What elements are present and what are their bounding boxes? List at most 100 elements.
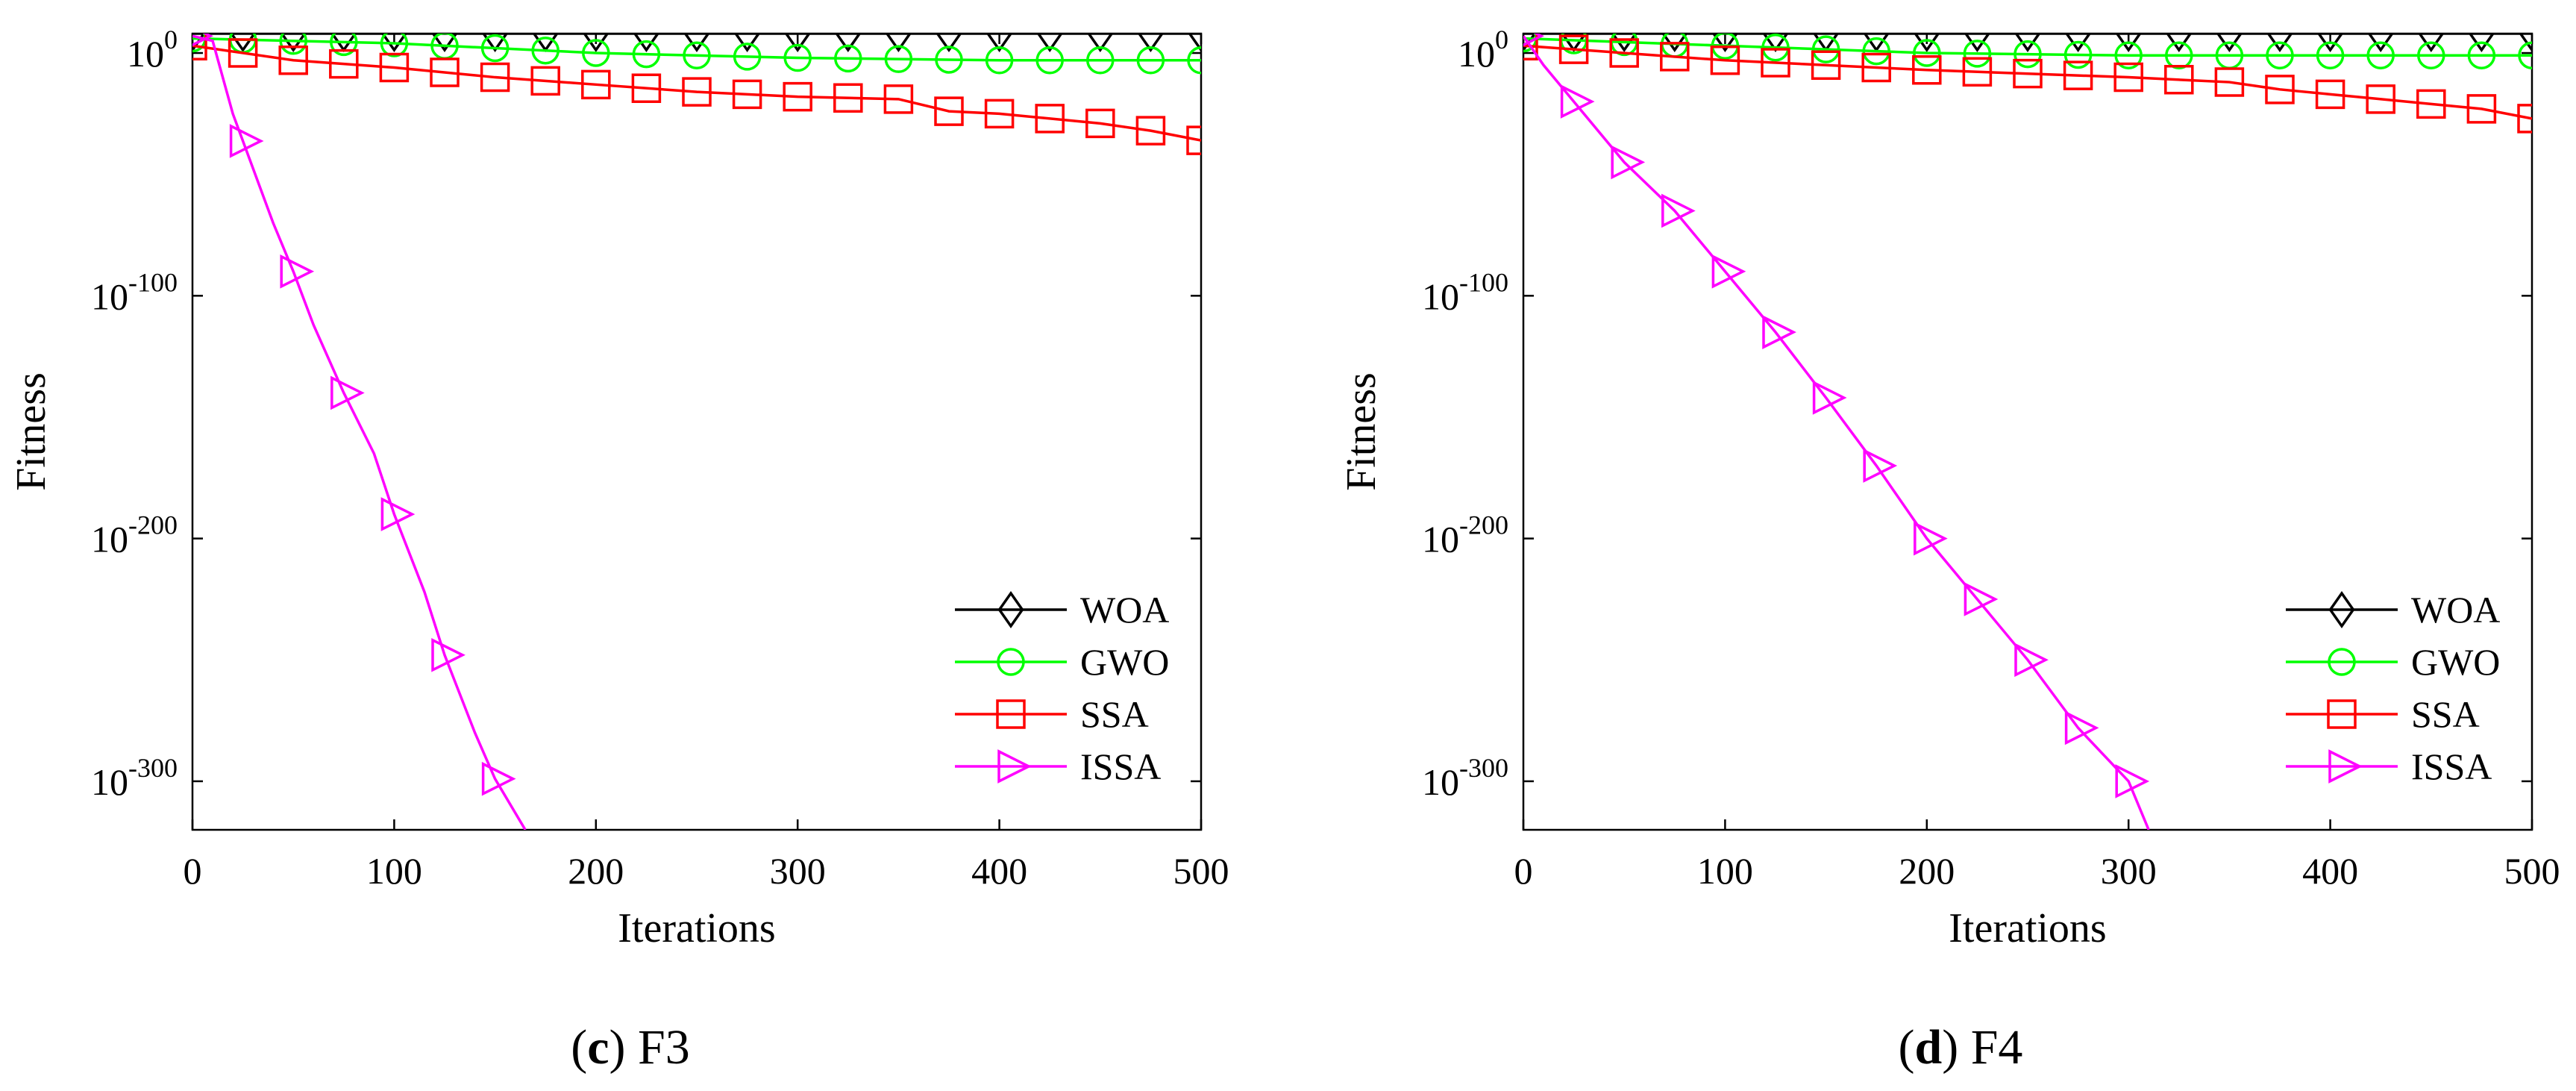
series-marker-woa <box>1711 34 1738 53</box>
plot-area-frame <box>1522 32 2533 831</box>
series-marker-gwo <box>2063 40 2093 69</box>
series-marker-ssa <box>1523 34 1538 61</box>
series-marker-woa <box>936 34 962 53</box>
series-marker-ssa <box>480 62 510 93</box>
series-marker-woa <box>1137 34 1164 53</box>
series-marker-gwo <box>2266 41 2294 70</box>
series-marker-gwo <box>935 46 963 74</box>
series-marker-ssa <box>1811 50 1841 81</box>
series-marker-ssa <box>228 38 258 68</box>
series-marker-gwo <box>1136 46 1165 75</box>
series-marker-gwo <box>985 46 1014 75</box>
series-marker-ssa <box>2517 104 2532 134</box>
series-marker-ssa <box>2214 67 2245 97</box>
series-marker-issa <box>1611 145 1646 180</box>
series-marker-gwo <box>2518 41 2532 70</box>
series-marker-issa <box>192 34 213 47</box>
legend-marker-issa <box>2328 749 2363 784</box>
legend: WOA GWO SSA ISSA <box>955 589 1169 787</box>
series-marker-gwo <box>380 34 409 57</box>
y-tick-label: 10-200 <box>1422 510 1508 560</box>
series-marker-gwo <box>1811 35 1840 63</box>
x-tick-label: 300 <box>2101 850 2157 892</box>
series-marker-woa <box>784 34 811 53</box>
series-group <box>1523 34 2532 830</box>
series-marker-woa <box>230 34 257 53</box>
series-marker-ssa <box>783 81 812 112</box>
series-marker-gwo <box>2417 41 2445 70</box>
series-marker-issa <box>1914 521 1948 556</box>
series-marker-issa <box>1863 448 1898 483</box>
series-marker-gwo <box>834 44 862 73</box>
series-marker-woa <box>1914 34 1940 53</box>
series-marker-ssa <box>833 83 863 113</box>
series-line-ssa <box>192 44 1201 142</box>
series-marker-woa <box>2317 34 2344 53</box>
series-marker-ssa <box>1035 104 1065 134</box>
series-marker-woa <box>2166 34 2193 53</box>
series-marker-ssa <box>379 52 410 83</box>
series-marker-ssa <box>1660 42 1690 72</box>
series-marker-woa <box>280 34 307 53</box>
legend-label-ssa: SSA <box>2411 693 2480 735</box>
series-marker-gwo <box>2014 40 2042 69</box>
series-marker-gwo <box>2316 41 2345 70</box>
series-marker-ssa <box>2013 58 2043 89</box>
series-line-gwo <box>192 37 1201 62</box>
series-marker-ssa <box>2315 79 2345 110</box>
series-marker-gwo <box>1086 46 1115 75</box>
series-marker-ssa <box>192 34 207 61</box>
series-marker-gwo <box>683 41 711 70</box>
series-marker-issa <box>1661 193 1696 228</box>
series-marker-ssa <box>581 69 611 100</box>
legend-label-issa: ISSA <box>2411 745 2492 787</box>
x-axis-label: Iterations <box>618 905 775 951</box>
series-marker-ssa <box>2466 94 2497 124</box>
series-marker-ssa <box>1085 108 1115 139</box>
series-marker-ssa <box>631 73 662 103</box>
series-marker-issa <box>1523 34 1544 47</box>
chart-panel-c: 0 100 200 300 400 500 100 10-100 10-200 10-300 Ite… <box>8 25 1229 1075</box>
y-tick-label: 100 <box>127 25 178 75</box>
legend-marker-woa <box>997 590 1024 629</box>
series-marker-woa <box>683 34 710 53</box>
series-marker-woa <box>1661 34 1688 53</box>
series-marker-woa <box>2065 34 2092 53</box>
x-axis-label: Iterations <box>1949 905 2106 951</box>
series-marker-ssa <box>278 46 308 75</box>
series-marker-ssa <box>1912 55 1942 85</box>
series-marker-ssa <box>530 66 560 96</box>
series-marker-woa <box>2115 34 2142 53</box>
series-marker-issa <box>481 761 516 796</box>
x-tick-label: 500 <box>2504 850 2560 892</box>
series-marker-gwo <box>2165 41 2193 70</box>
series-marker-gwo <box>632 40 661 69</box>
series-marker-gwo <box>1187 46 1201 75</box>
series-marker-gwo <box>582 39 610 67</box>
chart-panel-d: 0 100 200 300 400 500 100 10-100 10-200 10-300 Ite… <box>1338 25 2560 1075</box>
series-marker-gwo <box>2467 41 2496 70</box>
series-marker-woa <box>2367 34 2394 53</box>
series-marker-gwo <box>330 34 358 57</box>
series-marker-issa <box>330 375 365 410</box>
plot-area-frame <box>191 32 1203 831</box>
series-marker-woa <box>1036 34 1063 53</box>
legend-label-issa: ISSA <box>1080 745 1161 787</box>
series-marker-gwo <box>884 45 913 73</box>
legend-marker-issa <box>997 749 1032 784</box>
series-marker-ssa <box>2265 75 2295 104</box>
series-marker-issa <box>1560 84 1595 119</box>
series-marker-issa <box>1812 381 1847 415</box>
series-line-issa <box>1523 35 2150 830</box>
legend-marker-gwo <box>2328 648 2356 676</box>
x-tick-label: 200 <box>568 850 624 892</box>
legend-marker-ssa <box>996 699 1026 729</box>
series-marker-gwo <box>1862 37 1890 66</box>
x-tick-label: 0 <box>1514 850 1533 892</box>
y-axis-label: Fitness <box>1338 372 1385 491</box>
series-marker-woa <box>986 34 1013 53</box>
series-marker-ssa <box>1135 116 1166 146</box>
y-tick-label: 10-300 <box>91 753 178 803</box>
series-marker-gwo <box>480 34 510 63</box>
